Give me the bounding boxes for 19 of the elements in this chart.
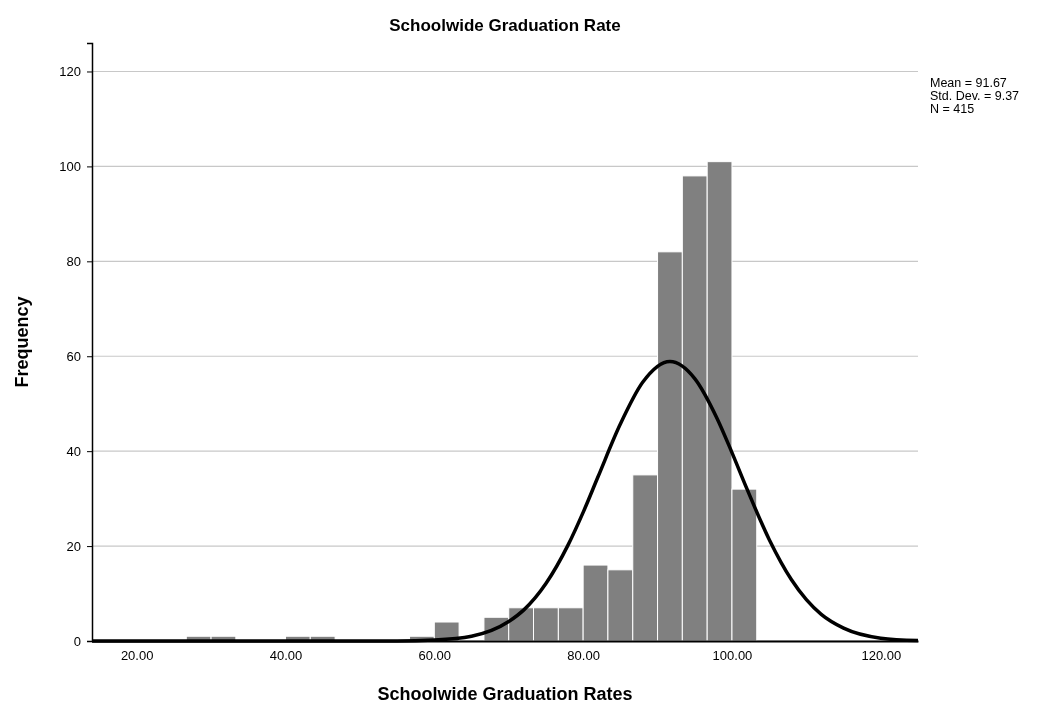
x-tick-label: 80.00 [567, 648, 600, 664]
x-tick-label: 100.00 [712, 648, 753, 664]
y-tick-label: 60 [66, 348, 81, 364]
y-tick-label: 20 [66, 538, 81, 554]
y-tick-label: 100 [59, 159, 81, 175]
x-axis-title: Schoolwide Graduation Rates [377, 684, 633, 704]
x-tick-label: 60.00 [418, 648, 452, 664]
chart-title: Schoolwide Graduation Rate [389, 16, 621, 35]
x-tick-label: 40.00 [269, 648, 303, 664]
y-tick-label: 120 [59, 64, 81, 80]
text: Mean = 91.67 [930, 76, 1007, 90]
y-axis-title: Frequency [12, 296, 32, 388]
y-tick-label: 40 [66, 443, 81, 459]
x-tick-label: 120.00 [861, 648, 902, 664]
y-tick-label: 80 [66, 253, 81, 269]
x-tick-label: 20.00 [120, 648, 154, 664]
y-tick-label: 0 [73, 633, 81, 649]
text: N = 415 [930, 102, 975, 116]
text: Std. Dev. = 9.37 [930, 89, 1020, 103]
